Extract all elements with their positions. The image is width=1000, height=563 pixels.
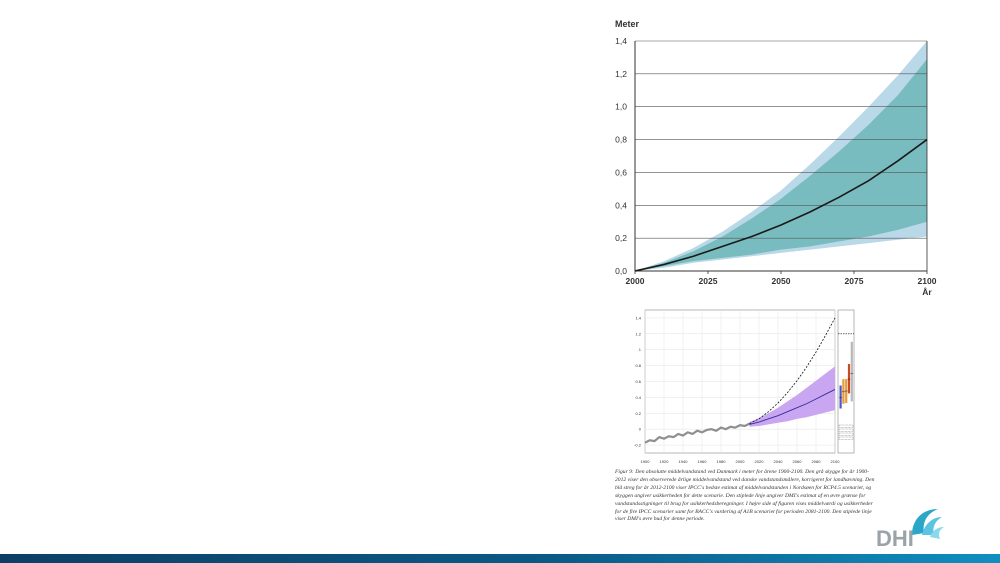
dmi-upper-bound-line	[749, 317, 836, 424]
y-tick-label: 1,0	[615, 102, 627, 112]
x-tick-label: 2040	[774, 459, 784, 464]
x-tick-label: 1960	[698, 459, 708, 464]
scenario-legend-box	[838, 428, 854, 432]
observed-sea-level-line	[644, 422, 750, 444]
y-tick-label: 1.4	[635, 315, 641, 320]
x-tick-label: 2075	[845, 276, 864, 286]
y-tick-label: -0.2	[634, 443, 642, 448]
x-tick-label: 2080	[812, 459, 822, 464]
historical-sea-level-chart: 1900 1920 1940 1960 1980 2000 2020 2040 2060 2080…	[634, 309, 855, 464]
y-tick-label: 1,2	[615, 69, 627, 79]
x-tick-label: 2020	[755, 459, 765, 464]
x-tick-label: 2000	[736, 459, 746, 464]
y-tick-label: 0.4	[635, 395, 641, 400]
scenario-legend-box	[838, 424, 854, 428]
y-tick-label: 0,8	[615, 135, 627, 145]
y-tick-label: 1	[639, 347, 642, 352]
x-tick-label: 1940	[679, 459, 689, 464]
scenario-legend-box	[838, 436, 854, 440]
logo-wave-icon-2	[922, 517, 942, 535]
dhi-logo: DHI	[876, 509, 944, 550]
y-tick-label: 1.2	[635, 331, 641, 336]
x-tick-label: 2100	[831, 459, 841, 464]
y-tick-label: 0,2	[615, 233, 627, 243]
x-tick-label: 1980	[717, 459, 727, 464]
scenario-range-bar	[847, 364, 851, 394]
y-tick-label: 0	[639, 427, 642, 432]
logo-text: DHI	[876, 526, 914, 550]
x-tick-label: 2100	[918, 276, 937, 286]
footer-band	[0, 554, 1000, 563]
x-tick-label: 1900	[641, 459, 651, 464]
scenario-range-bar	[839, 385, 842, 409]
y-tick-label: 0,6	[615, 167, 627, 177]
x-tick-label: 2000	[626, 276, 645, 286]
y-tick-label: 0.2	[635, 411, 641, 416]
y-axis-label: Meter	[615, 19, 640, 29]
median-line	[634, 138, 928, 272]
y-tick-label: 1,4	[615, 36, 627, 46]
x-tick-label: 2025	[699, 276, 718, 286]
x-tick-label: 2050	[772, 276, 791, 286]
x-tick-label: 2060	[793, 459, 803, 464]
y-tick-label: 0,0	[615, 266, 627, 276]
projection-uncertainty-band	[749, 366, 835, 427]
x-axis-label: År	[922, 287, 932, 297]
y-tick-label: 0.8	[635, 363, 641, 368]
logo-wave-icon	[912, 509, 938, 535]
sea-level-projection-chart: Meter År 0,0 0,2 0,4 0,6 0,8 1,0 1,2 1,4 2000 2025 2…	[615, 19, 937, 297]
y-tick-label: 0.6	[635, 379, 641, 384]
x-tick-label: 1920	[660, 459, 670, 464]
figure-caption: Figur 9: Den absolutte middelvandstand v…	[615, 469, 875, 523]
logo-wave-icon-3	[930, 527, 944, 539]
projection-best-estimate-line	[749, 389, 836, 425]
scenario-range-bar	[842, 379, 845, 404]
scenario-range-bar	[850, 341, 853, 402]
scenario-legend-box	[838, 432, 854, 436]
inner-uncertainty-band	[635, 59, 927, 272]
y-tick-label: 0,4	[615, 200, 627, 210]
